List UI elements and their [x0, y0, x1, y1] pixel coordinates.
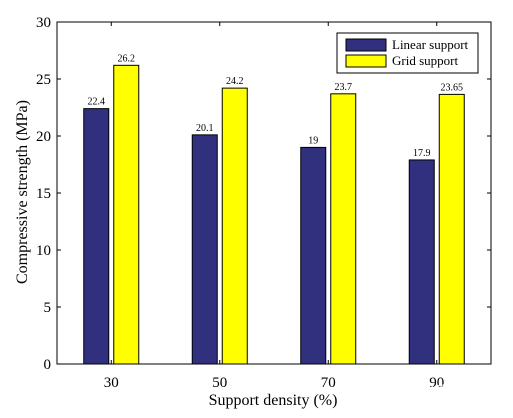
data-label-linear-support: 17.9	[413, 148, 431, 159]
y-axis-title: Compressive strength (MPa)	[14, 100, 31, 284]
data-label-linear-support: 20.1	[196, 123, 214, 134]
y-tick-label: 10	[36, 243, 51, 259]
legend: Linear support Grid support	[336, 32, 479, 74]
bar-linear-support	[300, 146, 327, 365]
y-tick-label: 0	[44, 357, 52, 373]
y-tick-label: 20	[36, 129, 51, 145]
x-axis-title: Support density (%)	[209, 392, 338, 409]
watermark: 知乎 @阳光	[420, 383, 494, 400]
legend-label-linear-support: Linear support	[392, 37, 469, 52]
y-tick-label: 15	[36, 186, 51, 202]
x-tick-label: 90	[429, 375, 444, 391]
data-label-linear-support: 19	[308, 135, 318, 146]
data-label-grid-support: 26.2	[118, 53, 136, 64]
y-tick-label: 5	[44, 300, 52, 316]
bar-linear-support	[408, 159, 435, 365]
bar-grid-support	[330, 93, 357, 365]
bar-linear-support	[191, 134, 218, 365]
data-label-grid-support: 24.2	[226, 76, 244, 87]
bar-grid-support	[221, 87, 248, 365]
y-tick-label: 30	[36, 15, 51, 31]
x-tick-label: 30	[104, 375, 119, 391]
bar-grid-support	[113, 64, 140, 365]
bar-linear-support	[83, 108, 110, 365]
x-tick-label: 50	[212, 375, 227, 391]
data-label-linear-support: 22.4	[88, 97, 106, 108]
bar-grid-support	[438, 93, 465, 365]
legend-swatch-grid-support	[345, 54, 387, 68]
legend-swatch-linear-support	[345, 38, 387, 52]
legend-label-grid-support: Grid support	[392, 53, 458, 68]
data-label-grid-support: 23.7	[335, 82, 353, 93]
y-tick-label: 25	[36, 72, 51, 88]
data-label-grid-support: 23.65	[441, 82, 464, 93]
x-tick-label: 70	[321, 375, 336, 391]
